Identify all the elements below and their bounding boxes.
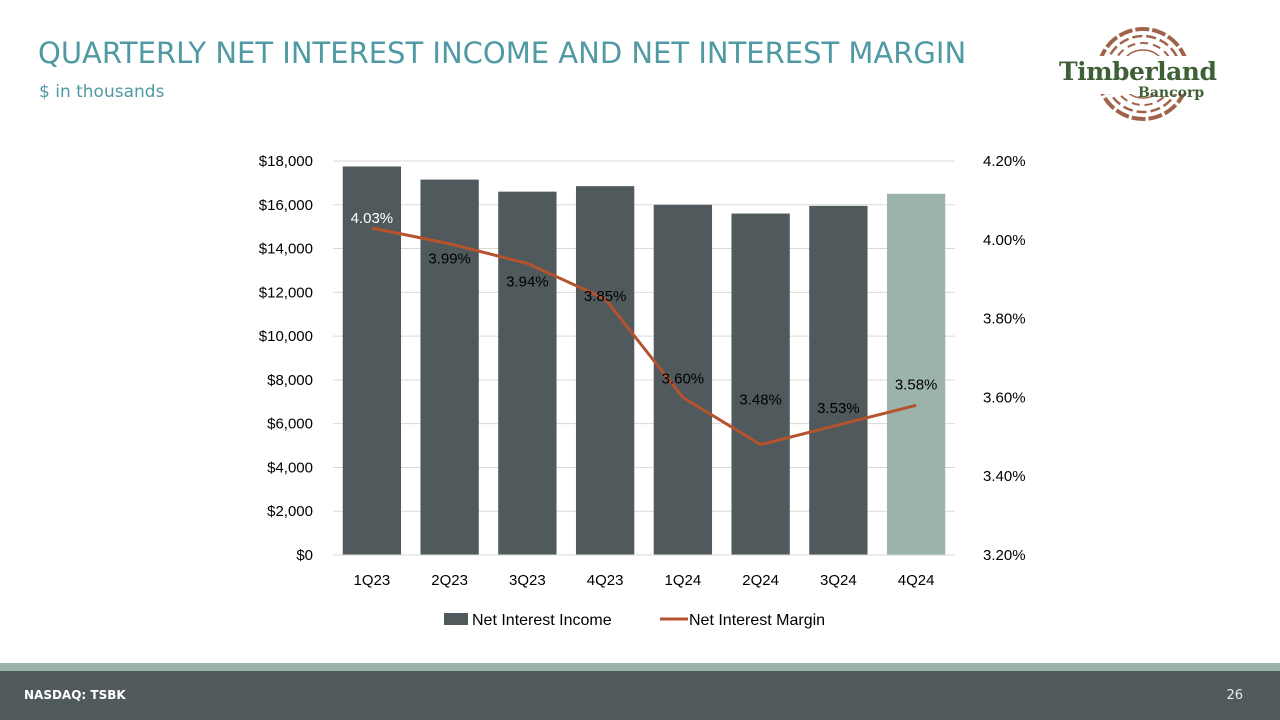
right-axis-tick-label: 3.40% bbox=[983, 468, 1026, 485]
left-axis-tick-label: $18,000 bbox=[259, 153, 313, 170]
margin-data-label: 3.58% bbox=[895, 376, 938, 393]
bar-series bbox=[342, 166, 946, 556]
left-axis-tick-label: $8,000 bbox=[267, 372, 313, 389]
left-axis-tick-label: $16,000 bbox=[259, 197, 313, 214]
bar-1Q24 bbox=[653, 204, 713, 555]
x-axis-tick-label: 4Q23 bbox=[587, 572, 624, 589]
right-axis-tick-label: 3.60% bbox=[983, 389, 1026, 406]
ticker-label: NASDAQ: TSBK bbox=[24, 688, 126, 702]
x-axis-tick-label: 1Q23 bbox=[354, 572, 391, 589]
left-axis-tick-label: $4,000 bbox=[267, 459, 313, 476]
legend-label: Net Interest Margin bbox=[689, 612, 825, 629]
right-axis-tick-label: 3.20% bbox=[983, 547, 1026, 564]
bar-2Q23 bbox=[420, 179, 479, 555]
margin-data-label: 3.60% bbox=[662, 370, 705, 387]
margin-line bbox=[371, 226, 917, 447]
left-axis-tick-label: $0 bbox=[296, 547, 313, 564]
axes: $0 $2,000 $4,000 $6,000 $8,000 $10,000 $12,000… bbox=[259, 153, 1026, 589]
left-axis-tick-label: $14,000 bbox=[259, 241, 313, 258]
x-axis-tick-label: 1Q24 bbox=[665, 572, 702, 589]
right-axis-tick-label: 3.80% bbox=[983, 311, 1026, 328]
footer-bar: NASDAQ: TSBK 26 bbox=[0, 671, 1280, 720]
legend: Net Interest Income Net Interest Margin bbox=[444, 612, 825, 629]
bar-3Q24 bbox=[809, 205, 868, 555]
margin-data-label: 4.03% bbox=[351, 210, 394, 227]
margin-data-label: 3.48% bbox=[739, 392, 782, 409]
nii-nim-chart: 4.03% 3.99% 3.94% 3.85% 3.60% 3.48% 3.53% 3.58%… bbox=[259, 153, 1026, 629]
left-axis-tick-label: $2,000 bbox=[267, 503, 313, 520]
logo-rings-icon bbox=[1054, 27, 1234, 121]
x-axis-tick-label: 3Q23 bbox=[509, 572, 546, 589]
margin-data-label: 3.53% bbox=[817, 400, 860, 417]
x-axis-tick-label: 2Q23 bbox=[431, 572, 468, 589]
left-axis-tick-label: $12,000 bbox=[259, 284, 313, 301]
page-title: QUARTERLY NET INTEREST INCOME AND NET IN… bbox=[38, 36, 967, 70]
bar-4Q24 bbox=[886, 193, 946, 556]
left-axis-tick-label: $10,000 bbox=[259, 328, 313, 345]
x-axis-tick-label: 4Q24 bbox=[898, 572, 935, 589]
legend-label: Net Interest Income bbox=[472, 612, 612, 629]
right-axis-tick-label: 4.20% bbox=[983, 153, 1026, 170]
margin-data-label: 3.94% bbox=[506, 273, 549, 290]
logo-wordmark: Timberland bbox=[1059, 57, 1217, 86]
x-axis-tick-label: 3Q24 bbox=[820, 572, 857, 589]
logo-subtitle: Bancorp bbox=[1138, 85, 1205, 101]
company-logo: Timberland Bancorp bbox=[1054, 26, 1234, 126]
line-series: 4.03% 3.99% 3.94% 3.85% 3.60% 3.48% 3.53% 3.58% bbox=[351, 210, 938, 447]
legend-swatch-bar bbox=[444, 613, 468, 625]
page-number: 26 bbox=[1226, 688, 1243, 703]
page-subtitle: $ in thousands bbox=[39, 82, 165, 102]
margin-data-label: 3.99% bbox=[428, 251, 471, 268]
x-axis-tick-label: 2Q24 bbox=[742, 572, 779, 589]
bar-3Q23 bbox=[498, 191, 557, 555]
right-axis-tick-label: 4.00% bbox=[983, 232, 1026, 249]
bar-4Q23 bbox=[575, 186, 635, 555]
footer-stripe bbox=[0, 663, 1280, 671]
margin-data-label: 3.85% bbox=[584, 288, 627, 305]
left-axis-tick-label: $6,000 bbox=[267, 416, 313, 433]
bar-2Q24 bbox=[731, 213, 790, 556]
